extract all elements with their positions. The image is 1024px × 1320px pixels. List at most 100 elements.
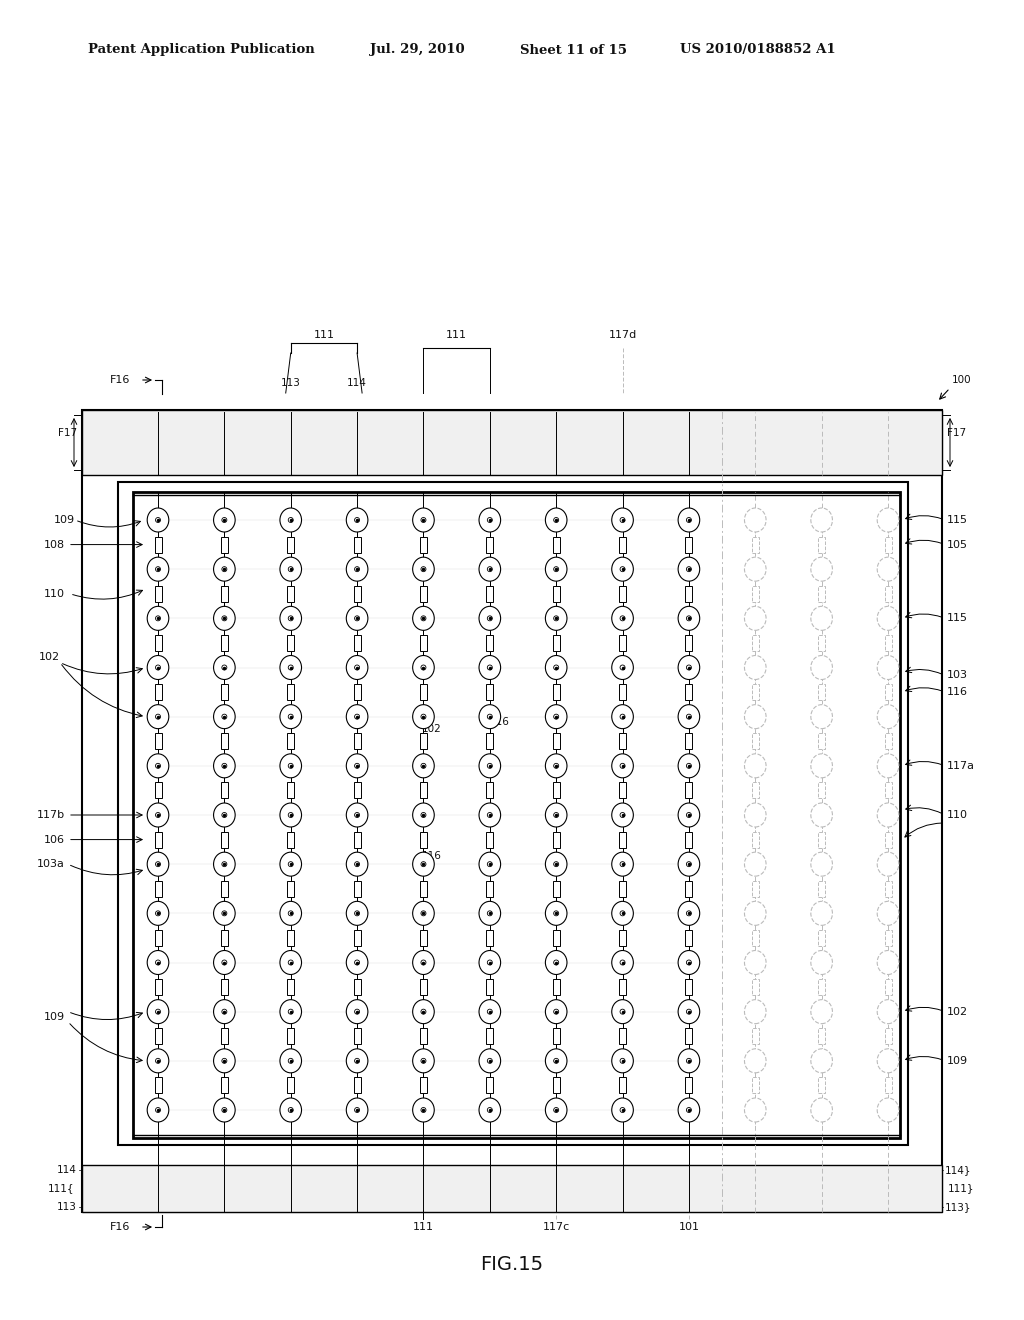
Circle shape <box>354 1010 359 1014</box>
Bar <box>620 1077 626 1093</box>
Text: Jul. 29, 2010: Jul. 29, 2010 <box>370 44 465 57</box>
Circle shape <box>487 1059 493 1064</box>
Ellipse shape <box>214 950 236 974</box>
Circle shape <box>421 813 426 817</box>
Ellipse shape <box>479 754 501 777</box>
Bar <box>818 1028 825 1044</box>
Bar <box>685 979 692 995</box>
Bar <box>553 1077 560 1093</box>
Ellipse shape <box>280 508 301 532</box>
Circle shape <box>222 566 227 572</box>
Bar <box>82 1166 942 1212</box>
Bar <box>553 880 560 896</box>
Text: 114}: 114} <box>945 1166 972 1175</box>
Ellipse shape <box>346 853 368 876</box>
Ellipse shape <box>811 557 833 581</box>
Circle shape <box>621 1059 625 1064</box>
Ellipse shape <box>214 754 236 777</box>
Circle shape <box>222 813 227 817</box>
Bar <box>287 783 294 799</box>
Circle shape <box>222 911 227 916</box>
Circle shape <box>554 665 559 671</box>
Bar <box>620 929 626 946</box>
Bar <box>420 783 427 799</box>
Circle shape <box>554 763 559 768</box>
Ellipse shape <box>878 1098 899 1122</box>
Circle shape <box>156 665 161 671</box>
Ellipse shape <box>346 999 368 1024</box>
Circle shape <box>288 616 293 620</box>
Ellipse shape <box>214 606 236 631</box>
Ellipse shape <box>479 606 501 631</box>
Ellipse shape <box>479 557 501 581</box>
Text: 100: 100 <box>952 375 972 385</box>
Ellipse shape <box>878 853 899 876</box>
Bar <box>486 684 494 700</box>
Ellipse shape <box>546 950 567 974</box>
Bar <box>155 929 162 946</box>
Text: 115: 115 <box>947 515 968 525</box>
Circle shape <box>222 665 227 671</box>
Ellipse shape <box>147 902 169 925</box>
Bar <box>620 635 626 651</box>
Circle shape <box>421 862 426 867</box>
Circle shape <box>421 517 426 523</box>
Bar <box>486 586 494 602</box>
Ellipse shape <box>413 606 434 631</box>
Ellipse shape <box>214 557 236 581</box>
Ellipse shape <box>413 950 434 974</box>
Ellipse shape <box>611 508 634 532</box>
Circle shape <box>222 616 227 620</box>
Circle shape <box>354 1059 359 1064</box>
Bar <box>685 783 692 799</box>
Bar <box>221 929 228 946</box>
Bar <box>818 929 825 946</box>
Bar <box>752 537 759 553</box>
Bar <box>82 411 942 475</box>
Bar <box>155 979 162 995</box>
Circle shape <box>621 813 625 817</box>
Circle shape <box>621 1010 625 1014</box>
Ellipse shape <box>878 754 899 777</box>
Text: 117a: 117a <box>947 760 975 771</box>
Circle shape <box>354 665 359 671</box>
Circle shape <box>487 763 493 768</box>
Bar <box>818 783 825 799</box>
Bar <box>752 979 759 995</box>
Circle shape <box>487 616 493 620</box>
Ellipse shape <box>346 803 368 828</box>
Bar <box>818 979 825 995</box>
Bar <box>155 684 162 700</box>
Ellipse shape <box>147 705 169 729</box>
Ellipse shape <box>280 1098 301 1122</box>
Ellipse shape <box>413 1098 434 1122</box>
Bar <box>818 1077 825 1093</box>
Ellipse shape <box>811 705 833 729</box>
Ellipse shape <box>346 656 368 680</box>
Ellipse shape <box>611 999 634 1024</box>
Bar <box>221 537 228 553</box>
Bar <box>885 537 892 553</box>
Circle shape <box>554 862 559 867</box>
Ellipse shape <box>413 705 434 729</box>
Bar <box>221 586 228 602</box>
Ellipse shape <box>878 606 899 631</box>
Circle shape <box>156 566 161 572</box>
Bar <box>155 1028 162 1044</box>
Bar <box>752 832 759 847</box>
Bar <box>353 586 360 602</box>
Bar <box>486 929 494 946</box>
Ellipse shape <box>878 950 899 974</box>
Ellipse shape <box>346 950 368 974</box>
Text: 111}: 111} <box>948 1184 975 1193</box>
Circle shape <box>621 566 625 572</box>
Bar <box>752 783 759 799</box>
Text: 113}: 113} <box>945 1203 972 1212</box>
Text: 114: 114 <box>347 378 367 388</box>
Bar <box>553 832 560 847</box>
Circle shape <box>554 616 559 620</box>
Circle shape <box>354 714 359 719</box>
Ellipse shape <box>346 557 368 581</box>
Text: 113: 113 <box>281 378 301 388</box>
Circle shape <box>288 665 293 671</box>
